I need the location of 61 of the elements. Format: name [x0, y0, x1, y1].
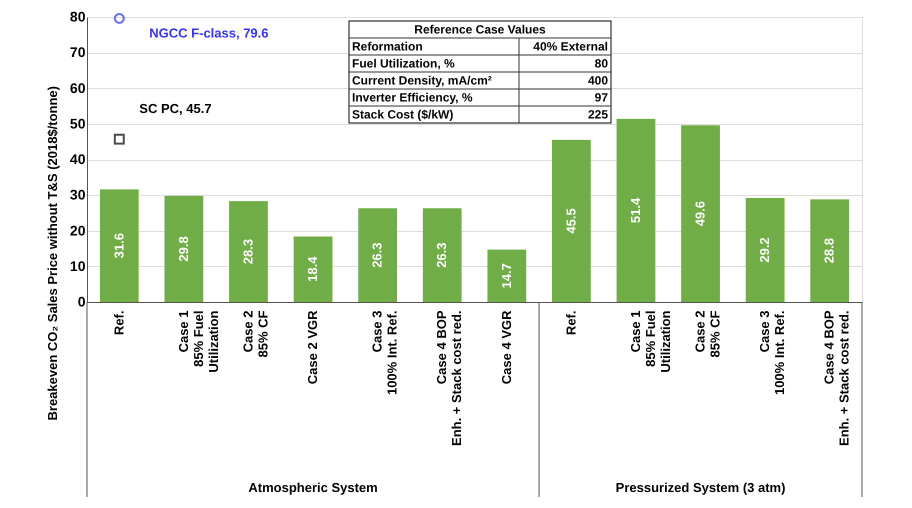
annotation: SC PC, 45.7 — [139, 101, 212, 116]
x-tick-label: Case 3 100% Int. Ref. — [757, 310, 788, 396]
data-label: 26.3 — [434, 242, 450, 268]
data-label: 29.2 — [757, 237, 772, 263]
annotation: Fuel Utilization, % — [352, 56, 455, 70]
data-label: 49.6 — [692, 200, 708, 226]
bar — [100, 189, 139, 302]
bar — [746, 198, 784, 302]
y-tick-label: 80 — [70, 8, 86, 24]
annotation: Current Density, mA/cm² — [352, 74, 492, 88]
x-tick-label: Ref. — [111, 310, 126, 336]
data-label: 14.7 — [498, 263, 514, 288]
y-tick-label: 70 — [70, 44, 86, 60]
bar — [229, 201, 268, 302]
data-label: 45.5 — [563, 208, 578, 234]
data-label: 26.3 — [370, 242, 385, 268]
annotation: Reference Case Values — [414, 22, 546, 36]
bar — [552, 140, 591, 302]
y-tick-label: 40 — [70, 151, 86, 167]
annotation: 400 — [588, 74, 608, 88]
data-label: 51.4 — [628, 197, 643, 224]
bar — [810, 199, 850, 302]
x-tick-label: Case 2 85% CF — [692, 310, 723, 358]
bar — [164, 196, 204, 302]
x-tick-label: Ref. — [563, 310, 578, 336]
y-tick-label: 60 — [70, 80, 86, 96]
y-tick-label: 10 — [70, 258, 86, 274]
y-tick-label: 50 — [70, 115, 86, 132]
x-tick-label: Case 1 85% Fuel Utilization — [628, 310, 673, 373]
annotation: Inverter Efficiency, % — [352, 90, 473, 104]
bar — [681, 125, 720, 302]
x-tick-label: Case 4 BOP Enh. + Stack cost red. — [822, 310, 852, 446]
data-label: 28.3 — [240, 238, 256, 264]
bar — [358, 208, 397, 302]
x-tick-label: Case 4 VGR — [498, 310, 514, 384]
x-tick-label: Case 4 BOP Enh. + Stack cost red. — [434, 310, 464, 446]
annotation: 97 — [594, 90, 608, 104]
bar — [294, 236, 332, 302]
bar — [616, 118, 656, 302]
data-label: 28.8 — [822, 238, 837, 264]
data-label: 18.4 — [305, 256, 320, 282]
annotation: 225 — [588, 108, 608, 122]
annotation: Stack Cost ($/kW) — [352, 108, 454, 122]
text: Atmospheric System — [248, 480, 378, 495]
x-tick-label: Case 3 100% Int. Ref. — [370, 310, 400, 396]
bar — [422, 208, 462, 302]
annotation: 40% External — [533, 40, 608, 54]
y-axis-title: Breakeven CO₂ Sales Price without T&S (2018$/tonne) — [44, 86, 60, 420]
bar — [487, 250, 526, 302]
text: Pressurized System (3 atm) — [616, 480, 786, 495]
x-tick-label: Case 2 VGR — [305, 310, 320, 384]
x-tick-label: Case 1 85% Fuel Utilization — [176, 310, 221, 373]
annotation: Reformation — [352, 40, 423, 54]
annotation: 80 — [594, 56, 608, 70]
annotation: NGCC F-class, 79.6 — [149, 25, 269, 40]
x-tick-label: Case 2 85% CF — [240, 310, 270, 358]
y-tick-label: 30 — [70, 186, 86, 203]
data-label: 29.8 — [176, 236, 191, 262]
data-label: 31.6 — [111, 233, 126, 258]
y-tick-label: 0 — [78, 294, 86, 310]
y-tick-label: 20 — [70, 222, 86, 238]
